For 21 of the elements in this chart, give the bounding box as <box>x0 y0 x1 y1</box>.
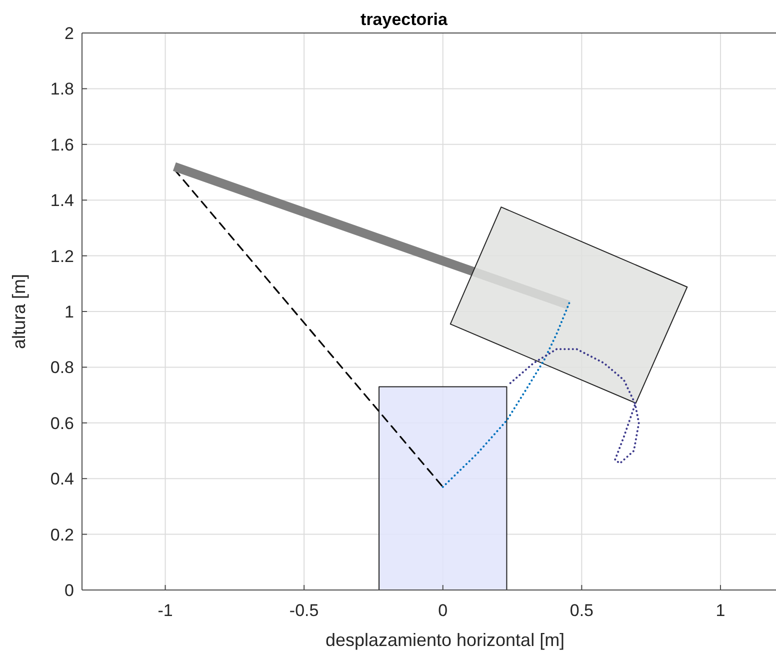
y-tick-label: 1.2 <box>50 246 74 266</box>
x-tick-label: 1 <box>716 601 726 620</box>
x-tick-label: 0 <box>438 601 448 620</box>
y-tick-label: 1.8 <box>50 80 74 99</box>
x-tick-label: -0.5 <box>289 601 319 620</box>
line-series <box>509 348 640 464</box>
x-tick-label: 0.5 <box>570 601 594 620</box>
chart-title: trayectoria <box>360 10 448 29</box>
y-tick-label: 0.6 <box>50 414 74 433</box>
y-tick-label: 0.2 <box>50 525 74 544</box>
y-tick-label: 0.8 <box>50 358 74 378</box>
y-tick-label: 1.4 <box>50 191 74 210</box>
x-axis-title: desplazamiento horizontal [m] <box>325 630 565 650</box>
y-axis-title: altura [m] <box>9 274 29 350</box>
y-tick-label: 0.4 <box>50 470 74 489</box>
x-tick-label: -1 <box>158 601 173 620</box>
y-tick-label: 1 <box>64 302 74 322</box>
y-tick-label: 2 <box>64 24 74 43</box>
y-tick-label: 0 <box>64 581 74 600</box>
y-tick-label: 1.6 <box>50 135 74 154</box>
line-series <box>442 302 570 488</box>
